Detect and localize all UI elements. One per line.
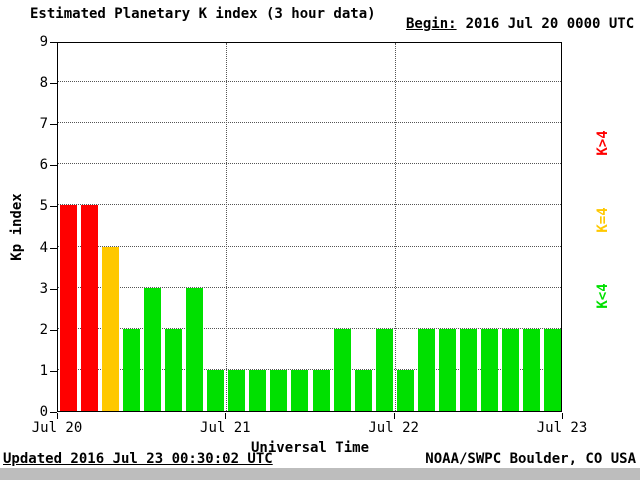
kp-bar (543, 328, 561, 411)
y-tick-mark (50, 83, 57, 85)
kp-bar (102, 246, 120, 411)
kp-bar (81, 205, 99, 411)
y-tick-label: 8 (39, 75, 48, 92)
y-tick-label: 3 (39, 280, 48, 297)
x-axis-title: Universal Time (250, 440, 370, 456)
y-tick-label: 6 (39, 157, 48, 174)
kp-bar (501, 328, 519, 411)
kp-bar (165, 328, 183, 411)
begin-time: Begin: 2016 Jul 20 0000 UTC (406, 16, 634, 32)
plot-area (57, 42, 562, 412)
gridline-horizontal (58, 163, 561, 165)
y-tick-label: 1 (39, 362, 48, 379)
legend-k-eq-4: K=4 (595, 207, 611, 233)
gridline-horizontal (58, 368, 561, 370)
y-tick-mark (50, 247, 57, 249)
gridline-horizontal (58, 122, 561, 124)
y-tick-label: 5 (39, 198, 48, 215)
x-tick-mark (57, 413, 58, 419)
legend-k-lt-4: K<4 (595, 283, 611, 309)
kp-bar (228, 369, 246, 411)
begin-label: Begin: (406, 16, 457, 32)
gridline-horizontal (58, 327, 561, 329)
legend-k-gt-4: K>4 (595, 130, 611, 156)
kp-bar (375, 328, 393, 411)
x-tick-mark (225, 413, 227, 419)
kp-bar (186, 287, 204, 411)
y-tick-mark (50, 329, 57, 331)
bottom-bar (0, 468, 640, 480)
y-tick-mark (50, 42, 57, 43)
kp-bar (144, 287, 162, 411)
x-tick-label: Jul 20 (31, 420, 83, 436)
x-tick-mark (393, 413, 395, 419)
kp-bar (207, 369, 225, 411)
gridline-horizontal (58, 81, 561, 83)
y-tick-mark (50, 165, 57, 167)
source-attribution: NOAA/SWPC Boulder, CO USA (425, 451, 636, 467)
gridline-vertical (226, 43, 228, 411)
y-axis-title: Kp index (9, 193, 25, 261)
y-tick-label: 9 (39, 34, 48, 50)
y-tick-mark (50, 412, 57, 413)
kp-bar (480, 328, 498, 411)
kp-bar (60, 205, 78, 411)
kp-bar (522, 328, 540, 411)
x-tick-mark (562, 413, 563, 419)
y-tick-mark (50, 206, 57, 208)
gridline-horizontal (58, 245, 561, 247)
y-tick-label: 4 (39, 239, 48, 256)
kp-bar (333, 328, 351, 411)
kp-bar (396, 369, 414, 411)
kp-bar (438, 328, 456, 411)
y-tick-mark (50, 370, 57, 372)
x-tick-label: Jul 22 (368, 420, 419, 436)
y-tick-label: 2 (39, 321, 48, 338)
kp-bar (249, 369, 267, 411)
kp-bar (354, 369, 372, 411)
kp-bar (417, 328, 435, 411)
y-tick-label: 7 (39, 116, 48, 133)
kp-bar (270, 369, 288, 411)
kp-bar (291, 369, 309, 411)
y-tick-mark (50, 124, 57, 126)
begin-value: 2016 Jul 20 0000 UTC (465, 16, 635, 32)
x-tick-label: Jul 21 (200, 420, 251, 436)
kp-bar (312, 369, 330, 411)
gridline-vertical (394, 43, 396, 411)
y-tick-mark (50, 288, 57, 290)
gridline-horizontal (58, 204, 561, 206)
updated-timestamp: Updated 2016 Jul 23 00:30:02 UTC (3, 451, 273, 467)
kp-bar (459, 328, 477, 411)
x-tick-label: Jul 23 (536, 420, 588, 436)
gridline-horizontal (58, 286, 561, 288)
y-tick-label: 0 (39, 404, 48, 420)
chart-title: Estimated Planetary K index (3 hour data… (30, 6, 376, 22)
kp-bar (123, 328, 141, 411)
